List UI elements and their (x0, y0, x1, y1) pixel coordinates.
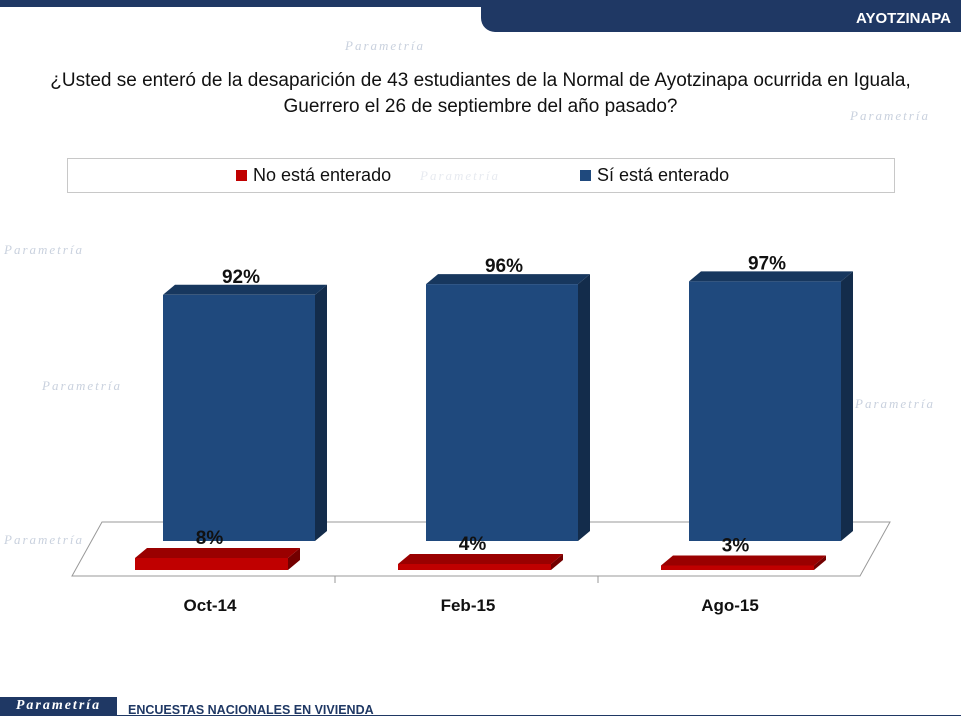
bar-no-side (551, 554, 563, 570)
bar-no (135, 558, 288, 570)
x-tick-label: Ago-15 (701, 596, 759, 615)
top-bar (0, 0, 961, 7)
bar-si-top (426, 274, 590, 285)
watermark: Parametría (42, 378, 122, 393)
bar-si-side (841, 271, 853, 541)
watermark: Parametría (850, 108, 930, 123)
footer-logo: Parametría (0, 697, 117, 715)
bar-no-top (135, 548, 300, 558)
footer-divider (0, 715, 961, 716)
bar-si-top (689, 271, 853, 282)
legend-label-no: No está enterado (253, 165, 392, 185)
data-label-si: 97% (748, 253, 786, 274)
footer (0, 697, 961, 721)
bar-si (426, 284, 578, 541)
legend-swatch-si (580, 170, 591, 181)
legend-item-no: No está enterado (236, 165, 391, 186)
footer-text: ENCUESTAS NACIONALES EN VIVIENDA (128, 703, 374, 717)
x-tick-label: Feb-15 (441, 596, 496, 615)
data-label-si: 96% (485, 256, 523, 277)
bar-no (398, 564, 551, 570)
bar-si (163, 294, 315, 541)
data-label-no: 8% (196, 528, 224, 549)
bar-no-side (288, 548, 300, 570)
watermark: Parametría (345, 38, 425, 53)
bar-no-side (814, 555, 826, 570)
data-label-no: 3% (722, 536, 750, 557)
bar-si-top (163, 284, 327, 295)
legend-item-si: Sí está enterado (580, 165, 729, 186)
bar-si-side (315, 284, 327, 541)
legend-swatch-no (236, 170, 247, 181)
bar-si-side (578, 274, 590, 541)
watermark: Parametría (855, 396, 935, 411)
question-line-2: Guerrero el 26 de septiembre del año pas… (283, 96, 678, 117)
question-line-1: ¿Usted se enteró de la desaparición de 4… (50, 70, 911, 91)
question-text: ¿Usted se enteró de la desaparición de 4… (20, 68, 941, 120)
watermark: Parametría (4, 532, 84, 547)
topic-tag: AYOTZINAPA (481, 5, 961, 32)
bar-si (689, 281, 841, 541)
chart-legend: No está enterado Sí está enterado (67, 158, 895, 193)
bar-no (661, 565, 814, 570)
legend-label-si: Sí está enterado (597, 165, 730, 185)
watermark: Parametría (4, 242, 84, 257)
data-label-no: 4% (459, 534, 487, 555)
bar-no-top (661, 555, 826, 566)
bar-no-top (398, 554, 563, 564)
x-tick-label: Oct-14 (184, 596, 237, 615)
data-label-si: 92% (222, 267, 260, 288)
